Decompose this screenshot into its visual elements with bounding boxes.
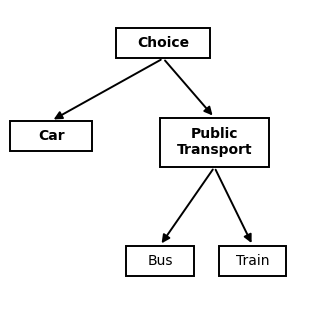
FancyBboxPatch shape (160, 117, 269, 167)
Text: Train: Train (236, 254, 269, 268)
FancyBboxPatch shape (126, 246, 194, 276)
FancyBboxPatch shape (10, 121, 92, 151)
Text: Choice: Choice (137, 36, 189, 50)
FancyBboxPatch shape (116, 28, 211, 58)
Text: Car: Car (38, 129, 65, 143)
FancyBboxPatch shape (219, 246, 286, 276)
Text: Bus: Bus (147, 254, 173, 268)
Text: Public
Transport: Public Transport (177, 127, 252, 157)
